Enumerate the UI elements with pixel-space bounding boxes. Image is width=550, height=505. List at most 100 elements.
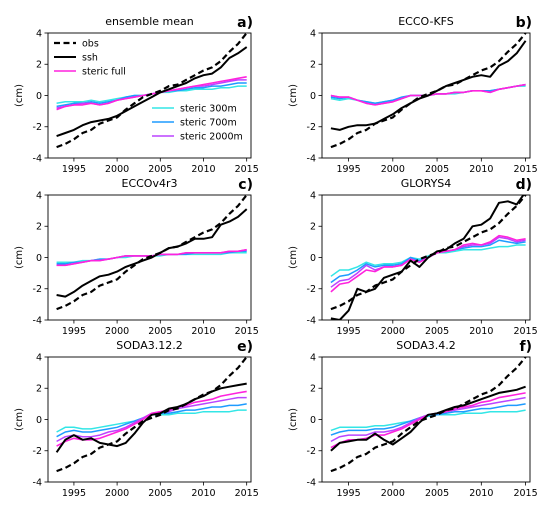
y-axis-label: (cm) bbox=[288, 408, 299, 431]
series-line-obs bbox=[56, 357, 248, 473]
y-tick-label: 4 bbox=[36, 28, 42, 39]
y-tick-label: -2 bbox=[307, 284, 316, 295]
y-tick-label: -4 bbox=[33, 153, 42, 164]
series-line-steric-2000m bbox=[330, 236, 526, 288]
series-group bbox=[55, 357, 248, 473]
y-tick-label: 2 bbox=[36, 384, 42, 395]
y-tick-label: -4 bbox=[33, 477, 42, 488]
x-tick-label: 2005 bbox=[425, 164, 449, 175]
y-tick-label: 0 bbox=[36, 253, 42, 264]
series-line-steric-full bbox=[330, 234, 526, 293]
y-tick-label: 0 bbox=[36, 91, 42, 102]
panel-d: 1995 2000 2005 2010 2015 -4 -2 0 2 4 (cm) GLORYS4 d) bbox=[288, 177, 538, 337]
panel-title: SODA3.4.2 bbox=[396, 339, 455, 352]
x-tick-label: 2015 bbox=[513, 326, 537, 337]
y-tick-label: 2 bbox=[310, 60, 316, 71]
x-tick-label: 2010 bbox=[191, 488, 215, 499]
series-group bbox=[330, 357, 527, 473]
x-tick-label: 2000 bbox=[105, 164, 129, 175]
x-tick-label: 2015 bbox=[513, 488, 537, 499]
x-tick-label: 2005 bbox=[425, 488, 449, 499]
x-tick-label: 2010 bbox=[469, 164, 493, 175]
y-tick-label: -2 bbox=[307, 122, 316, 133]
x-tick-label: 2010 bbox=[191, 164, 215, 175]
panel-letter: d) bbox=[516, 177, 532, 193]
legend-label: ssh bbox=[82, 53, 98, 64]
legend-label: steric 2000m bbox=[180, 132, 243, 143]
panel-f: 1995 2000 2005 2010 2015 -4 -2 0 2 4 (cm) SODA3.4.2… bbox=[288, 339, 538, 499]
series-line-steric-2000m bbox=[56, 396, 247, 443]
y-tick-label: 2 bbox=[36, 222, 42, 233]
y-tick-label: -2 bbox=[33, 446, 42, 457]
y-tick-label: -4 bbox=[307, 153, 316, 164]
x-tick-label: 2000 bbox=[381, 488, 405, 499]
series-line-steric-2000m bbox=[330, 396, 526, 443]
x-tick-label: 2015 bbox=[235, 488, 259, 499]
series-line-ssh bbox=[330, 195, 525, 320]
series-line-obs bbox=[330, 33, 527, 149]
y-tick-label: -4 bbox=[307, 477, 316, 488]
panel-letter: a) bbox=[237, 15, 253, 31]
series-group bbox=[56, 33, 248, 149]
series-group bbox=[56, 195, 248, 311]
series-group bbox=[330, 33, 527, 149]
y-tick-label: 0 bbox=[310, 415, 316, 426]
x-tick-label: 2015 bbox=[513, 164, 537, 175]
y-tick-label: -4 bbox=[33, 315, 42, 326]
panel-letter: c) bbox=[238, 177, 253, 193]
panel-title: SODA3.12.2 bbox=[116, 339, 182, 352]
x-tick-label: 2000 bbox=[105, 488, 129, 499]
series-line-obs bbox=[330, 357, 527, 473]
panel-title: ensemble mean bbox=[105, 15, 193, 28]
panel-b: 1995 2000 2005 2010 2015 -4 -2 0 2 4 (cm) ECCO-KFS b… bbox=[288, 15, 538, 175]
y-tick-label: 2 bbox=[310, 384, 316, 395]
panel-letter: f) bbox=[520, 339, 533, 355]
series-line-steric-700m bbox=[56, 403, 247, 438]
series-line-ssh bbox=[330, 385, 526, 452]
panel-title: ECCO-KFS bbox=[398, 15, 454, 28]
series-line-steric-300m bbox=[330, 409, 526, 432]
series-line-obs bbox=[56, 195, 248, 311]
x-tick-label: 1995 bbox=[62, 488, 86, 499]
y-tick-label: 0 bbox=[310, 253, 316, 264]
legend-label: obs bbox=[82, 39, 99, 50]
x-tick-label: 2005 bbox=[148, 326, 172, 337]
panel-letter: e) bbox=[237, 339, 253, 355]
y-axis-label: (cm) bbox=[14, 246, 25, 269]
x-tick-label: 2000 bbox=[381, 164, 405, 175]
x-tick-label: 2000 bbox=[381, 326, 405, 337]
legend-label: steric full bbox=[82, 67, 126, 78]
x-tick-label: 2010 bbox=[469, 488, 493, 499]
y-tick-label: -4 bbox=[307, 315, 316, 326]
series-line-ssh bbox=[55, 382, 247, 453]
x-tick-label: 2015 bbox=[235, 326, 259, 337]
legend-label: steric 300m bbox=[180, 104, 237, 115]
y-tick-label: 0 bbox=[310, 91, 316, 102]
y-tick-label: -2 bbox=[33, 122, 42, 133]
x-tick-label: 2015 bbox=[235, 164, 259, 175]
series-line-steric-700m bbox=[330, 403, 526, 436]
y-tick-label: 2 bbox=[36, 60, 42, 71]
legend: obs ssh steric full steric 300m steric 700m s… bbox=[54, 39, 243, 143]
y-tick-label: 2 bbox=[310, 222, 316, 233]
series-line-obs bbox=[56, 33, 248, 149]
series-line-ssh bbox=[56, 46, 248, 138]
y-tick-label: 0 bbox=[36, 415, 42, 426]
y-tick-label: 4 bbox=[310, 190, 316, 201]
y-tick-label: 4 bbox=[36, 352, 42, 363]
y-tick-label: 4 bbox=[310, 352, 316, 363]
x-tick-label: 2000 bbox=[105, 326, 129, 337]
x-tick-label: 2010 bbox=[191, 326, 215, 337]
series-line-ssh bbox=[330, 40, 527, 131]
x-tick-label: 1995 bbox=[336, 326, 360, 337]
y-axis-label: (cm) bbox=[288, 84, 299, 107]
x-tick-label: 2005 bbox=[148, 164, 172, 175]
y-tick-label: -2 bbox=[33, 284, 42, 295]
panel-a: 1995 2000 2005 2010 2015 -4 -2 0 2 4 (cm) ensemble … bbox=[14, 15, 259, 175]
x-tick-label: 1995 bbox=[336, 488, 360, 499]
x-tick-label: 2005 bbox=[425, 326, 449, 337]
series-line-steric-300m bbox=[330, 244, 526, 277]
x-tick-label: 1995 bbox=[62, 164, 86, 175]
y-tick-label: 4 bbox=[36, 190, 42, 201]
series-line-obs bbox=[330, 195, 527, 311]
